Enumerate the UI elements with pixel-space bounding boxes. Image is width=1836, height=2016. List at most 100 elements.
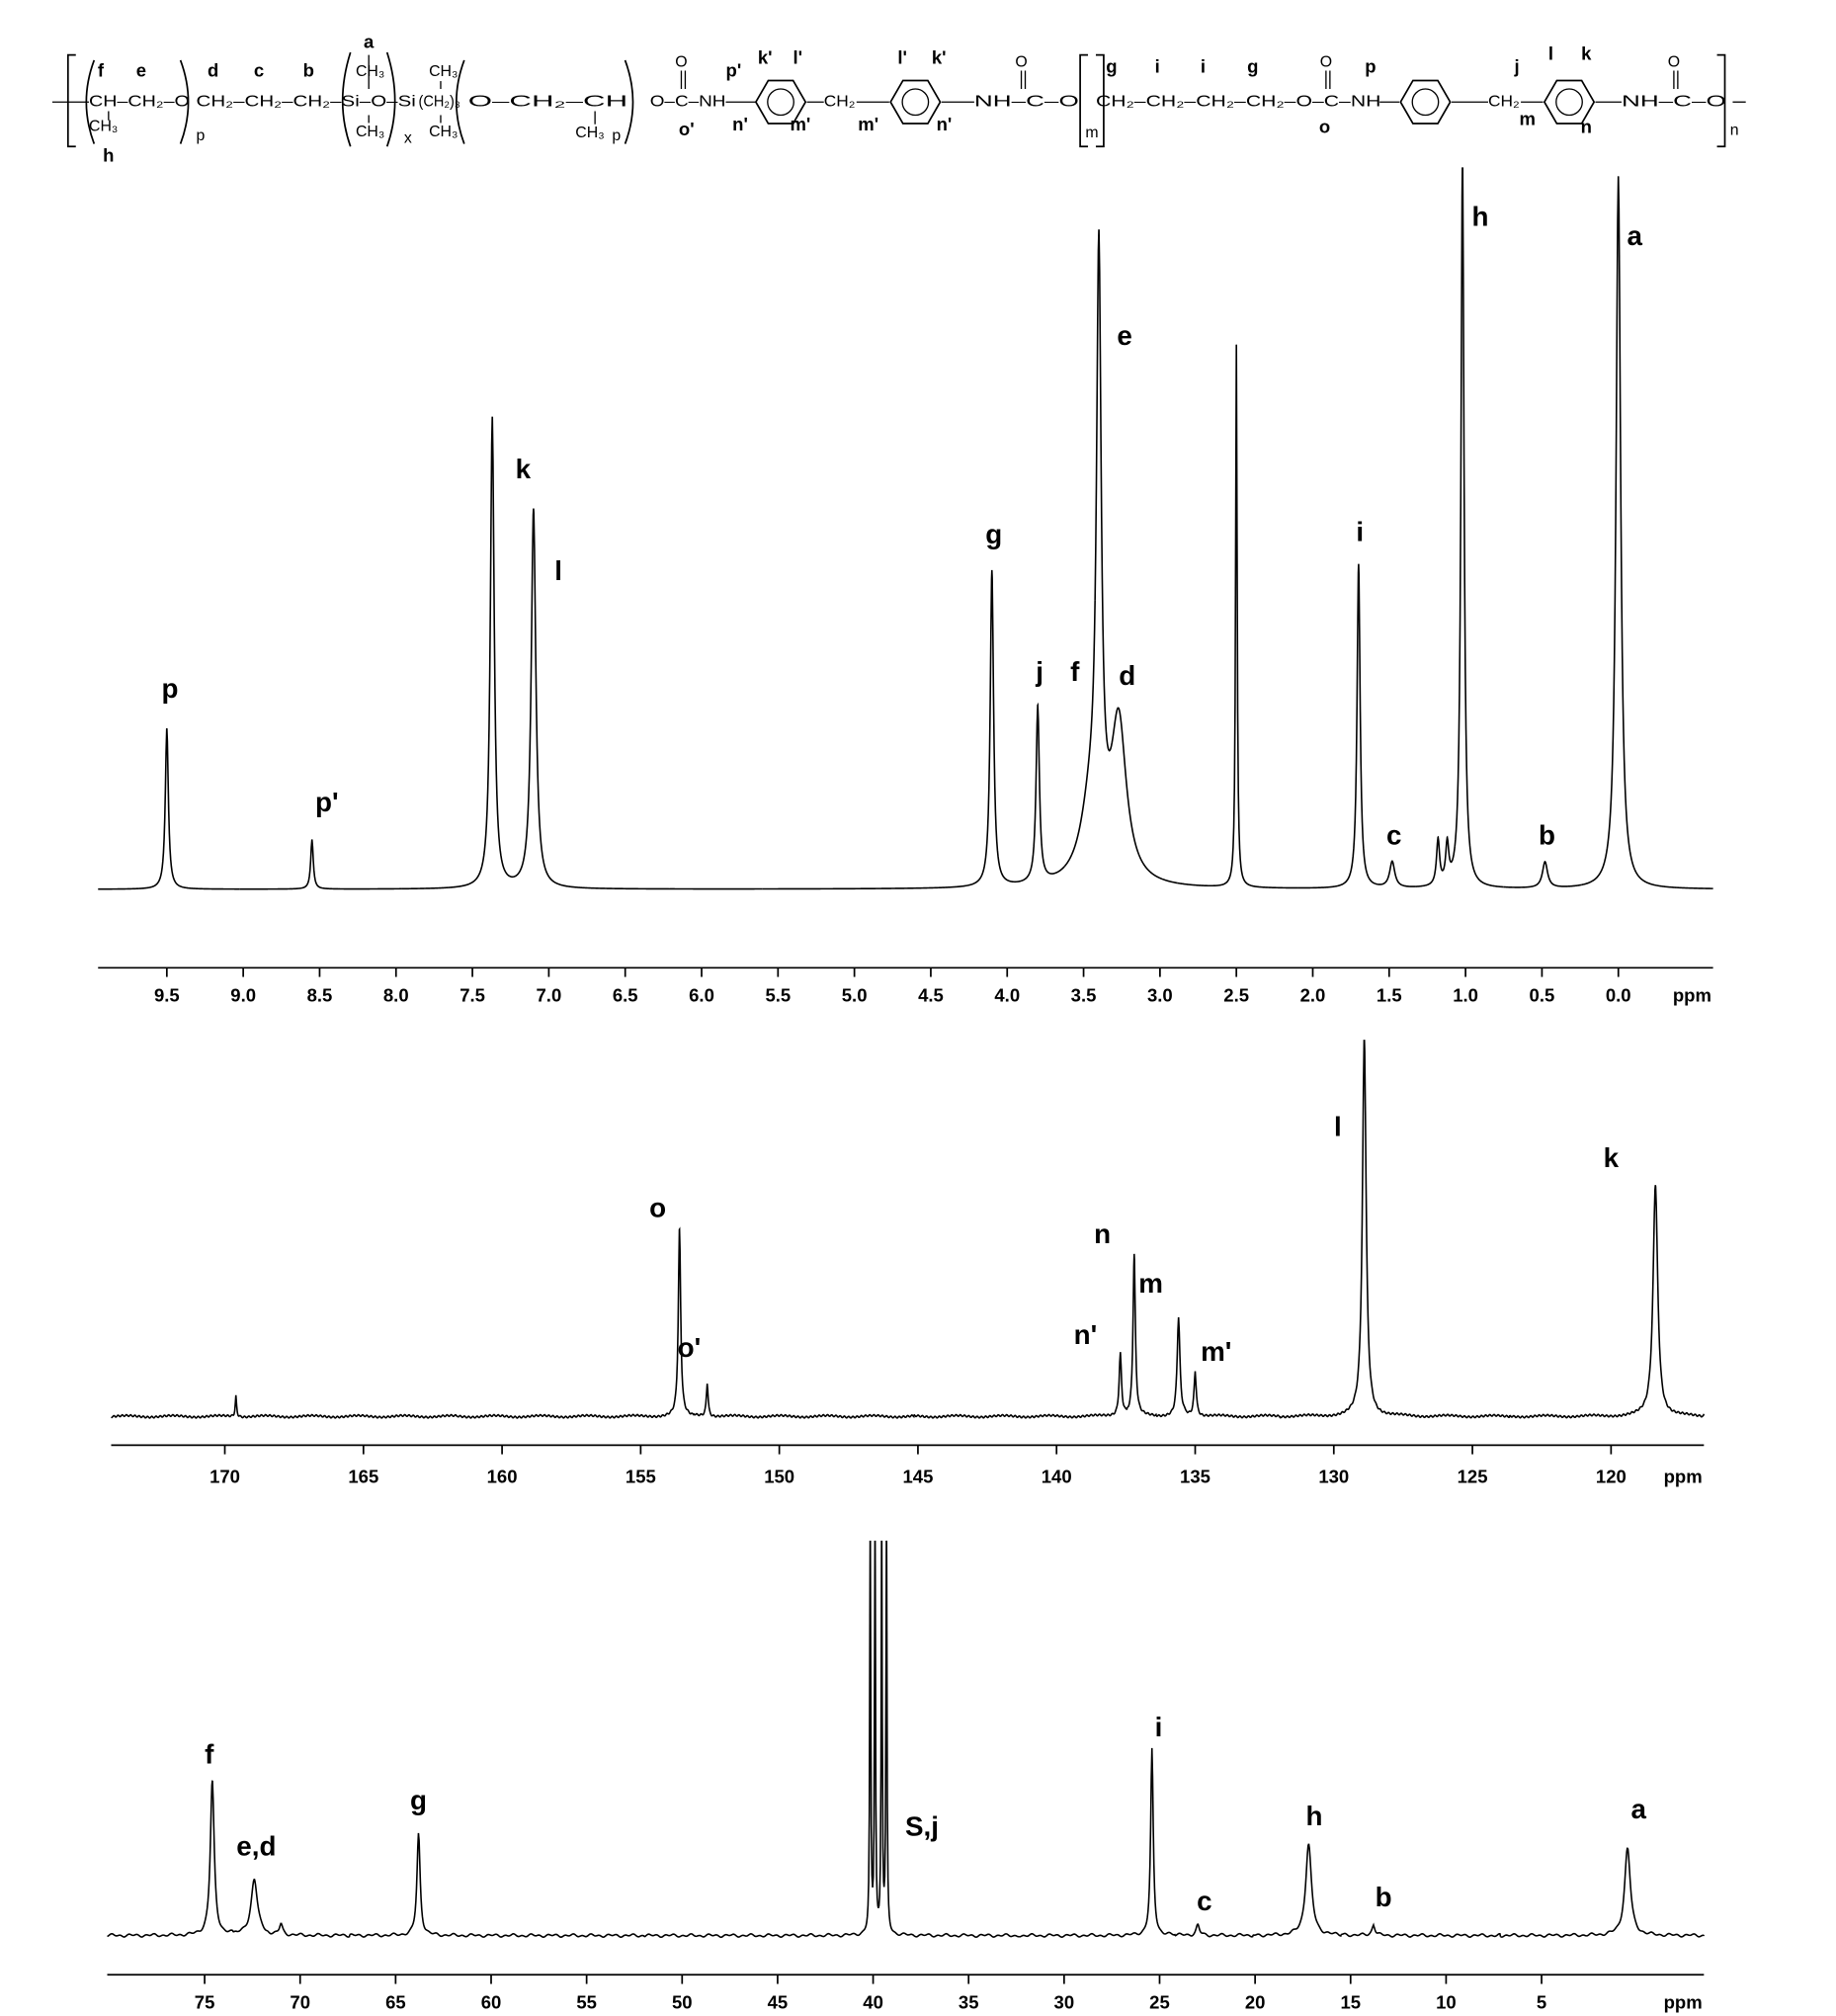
peak-label: l [1334,1111,1342,1141]
peak [1297,563,1377,889]
peak [882,1540,1020,1938]
x-tick-label: 2.5 [1223,984,1249,1005]
structure-text: CH₃ [356,63,384,80]
peak-label: n [1094,1218,1111,1249]
structure-text: l [1548,42,1553,63]
peak-label: p' [315,787,339,817]
benzene-ring-inner [1411,88,1440,117]
x-tick-label: 35 [959,1991,979,2012]
x-tick-label: 120 [1596,1466,1627,1486]
structure-text: CH–CH₂–O [89,93,190,110]
peak-label: d [1119,660,1135,691]
bracket [85,59,96,144]
benzene-ring [1399,79,1452,125]
x-tick-label: 7.5 [459,984,485,1005]
x-tick-label: 155 [626,1466,656,1486]
peak [232,1878,269,1933]
peak-label: h [1305,1801,1322,1831]
peak [693,1384,915,1419]
peak-label: f [1070,656,1080,687]
peak [111,1394,459,1419]
x-tick-label: 150 [764,1466,794,1486]
peak-label: m [1138,1268,1163,1299]
structure-text: n' [937,114,953,134]
x-tick-label: 10 [1436,1991,1457,2012]
peak-label: S,j [905,1810,939,1841]
structure-text: CH₂ [824,93,856,110]
peak [1375,860,1416,887]
structure-text: o [1319,117,1330,137]
x-tick-label: 65 [385,1991,406,2012]
x-tick-label: 140 [1042,1466,1072,1486]
x-tick-label: 40 [863,1991,883,2012]
structure-text: g [1247,56,1258,77]
x-tick-label: 125 [1458,1466,1488,1486]
peak [762,569,1015,890]
x-tick-label: 3.5 [1071,984,1097,1005]
peak-label: i [1155,1712,1163,1742]
peak [1019,1747,1176,1939]
peak [1454,167,1504,888]
x-tick-label: 8.0 [383,984,409,1005]
peak-label: g [410,1785,427,1815]
peak [1500,1847,1706,1938]
structure-text: j [1514,56,1520,77]
structure-text: c [254,60,264,81]
structure-text: k [1581,42,1592,63]
peak [239,839,402,890]
x-tick-label: 170 [209,1466,240,1486]
structure-text: p' [726,60,742,81]
peak [1063,600,1096,868]
benzene-ring-inner [1555,88,1583,117]
structure-text: l' [897,46,907,67]
structure-text: CH₃ [429,124,458,140]
structure-text: g [1106,56,1117,77]
x-tick-label: 15 [1340,1991,1361,2012]
structure-text: m' [858,114,878,134]
x-tick-label: 165 [348,1466,378,1486]
bracket [66,53,76,148]
x-tick-label: 70 [290,1991,310,2012]
peak [643,1540,874,1939]
x-tick-label: 60 [481,1991,502,2012]
peak-label: f [205,1739,214,1770]
x-axis-label: ppm [1673,984,1711,1005]
structure-text: CH₂–CH₂–CH₂–CH₂–O–C–NH [1096,93,1380,110]
peak-label: b [1539,819,1555,850]
x-tick-label: 8.5 [307,984,333,1005]
structure-text: O [1015,54,1027,71]
peak-label: k [516,454,532,484]
x-tick-label: 25 [1149,1991,1170,2012]
structure-text: d [208,60,218,81]
structure-text: i [1155,56,1160,77]
x-tick-label: 75 [195,1991,215,2012]
peak-label: a [1627,220,1642,251]
structure-text: m [1085,125,1098,141]
x-tick-label: 2.0 [1300,984,1326,1005]
peak-label: h [1472,201,1489,231]
bracket [1095,53,1105,148]
x-tick-label: 0.5 [1530,984,1555,1005]
peak-label: g [985,519,1002,549]
peak [1252,1843,1342,1938]
structure-text: O–C–NH [650,93,726,110]
peak-label: e,d [236,1830,276,1861]
x-tick-label: 5 [1537,1991,1546,2012]
structure-text: x [404,129,412,146]
peak-label: l [554,555,562,586]
structure-text: h [103,145,114,166]
peak [1174,1923,1254,1938]
x-tick-label: 160 [487,1466,518,1486]
peak [1581,176,1713,889]
x-tick-label: 9.5 [154,984,180,1005]
peak [872,1540,879,1908]
peak [1186,1371,1281,1419]
structure-text: n' [732,114,748,134]
peak-label: j [1035,656,1043,687]
x-tick-label: 5.5 [765,984,791,1005]
bracket [455,59,465,144]
peak-label: c [1197,1886,1211,1916]
peak-label: a [1630,1794,1646,1824]
peak [1279,1040,1511,1419]
